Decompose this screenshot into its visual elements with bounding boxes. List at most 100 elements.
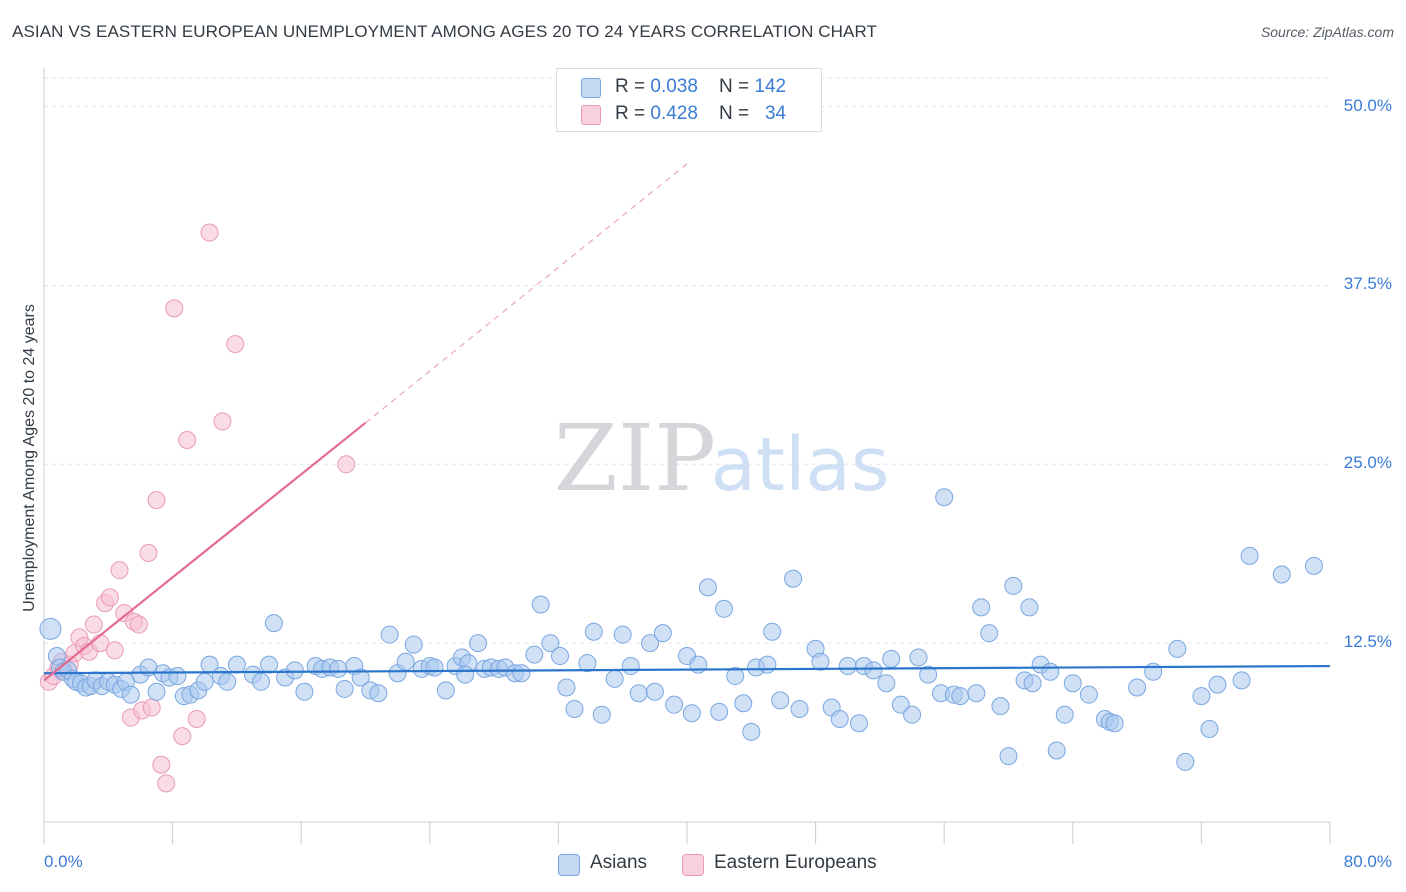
y-tick-label: 12.5% [1343, 632, 1392, 652]
asian-point [629, 684, 648, 703]
asian-point [329, 659, 348, 678]
asian-point [665, 695, 684, 714]
asian-point [1208, 675, 1227, 694]
asian-point [1055, 705, 1074, 724]
asian-point [734, 694, 753, 713]
asian-point [1232, 671, 1251, 690]
asian-point [1240, 546, 1259, 565]
eastern-points [39, 223, 356, 793]
asian-point [252, 672, 271, 691]
asian-point [698, 578, 717, 597]
asian-point [850, 714, 869, 733]
asian-point [1272, 565, 1291, 584]
asian-point [227, 655, 246, 674]
eastern-legend-label: Eastern Europeans [714, 852, 877, 873]
asian-point [436, 681, 455, 700]
asian-point [967, 684, 986, 703]
asian-point [592, 705, 611, 724]
trendlines [43, 163, 1331, 682]
asian-point [121, 685, 140, 704]
asian-point [838, 657, 857, 676]
asian-point [726, 667, 745, 686]
asian-point [790, 699, 809, 718]
asian-point [218, 672, 237, 691]
asian-point [351, 668, 370, 687]
asian-point [380, 625, 399, 644]
asian-point [999, 747, 1018, 766]
asian-point [641, 634, 660, 653]
legend-n-value: 34 [764, 103, 787, 124]
eastern-point [152, 755, 171, 774]
eastern-point [100, 588, 119, 607]
watermark: ZIP atlas [554, 405, 890, 512]
asian-point [39, 617, 62, 640]
asian-point [653, 624, 672, 643]
eastern-point [129, 615, 148, 634]
watermark-atlas: atlas [711, 422, 890, 508]
asian-point [1200, 720, 1219, 738]
asian-point [469, 634, 488, 653]
source-label: Source: ZipAtlas.com [1260, 24, 1394, 40]
legend-r-label: R = [615, 103, 651, 124]
eastern-point [173, 727, 192, 746]
asian-point [260, 655, 279, 674]
asian-point [763, 622, 782, 641]
asian-point [758, 655, 777, 674]
asian-point [811, 652, 830, 671]
gridlines [44, 77, 1330, 644]
eastern-point [226, 335, 245, 354]
eastern-swatch [581, 105, 601, 125]
eastern-point [157, 774, 176, 793]
legend-r-value: 0.428 [650, 103, 698, 124]
asian-point [951, 687, 970, 706]
asian-point [1079, 685, 1098, 704]
eastern-point [337, 455, 356, 474]
asian-point [613, 625, 632, 644]
asian-point [1304, 556, 1323, 575]
eastern-point [165, 299, 184, 318]
eastern-point [110, 561, 129, 580]
asian-point [864, 661, 883, 680]
asian-point [710, 702, 729, 721]
asian-point [903, 705, 922, 724]
eastern-point [105, 641, 124, 660]
eastern-point [187, 709, 206, 728]
legend-n-label: N = [719, 103, 755, 124]
asian-trendline [43, 664, 1331, 675]
asian-point [991, 697, 1010, 716]
asian-point [541, 634, 560, 653]
asian-point [551, 647, 570, 666]
axes [43, 68, 1331, 844]
asian-point [1192, 687, 1211, 706]
asian-points [39, 488, 1323, 771]
asian-point [1047, 741, 1066, 760]
asian-point [1041, 662, 1060, 681]
asian-point [784, 569, 803, 588]
asian-point [742, 722, 761, 741]
x-tick-label-min: 0.0% [44, 852, 83, 871]
asian-point [682, 704, 701, 723]
asian-point [621, 657, 640, 676]
eastern-point [147, 491, 166, 510]
asian-point [1144, 662, 1163, 681]
legend-n-value: 142 [754, 76, 787, 97]
eastern-trendline [43, 421, 367, 682]
watermark-zip: ZIP [554, 405, 716, 512]
y-axis-label: Unemployment Among Ages 20 to 24 years [21, 304, 38, 612]
chart-title: ASIAN VS EASTERN EUROPEAN UNEMPLOYMENT A… [12, 22, 878, 41]
legend-n-label: N = [719, 76, 755, 97]
asian-point [531, 595, 550, 614]
eastern-legend-swatch [682, 854, 704, 876]
asian-point [1020, 598, 1039, 617]
asian-point [891, 695, 910, 714]
asian-point [456, 665, 475, 684]
asian-point [295, 682, 314, 701]
eastern-point [200, 223, 219, 242]
asian-point [264, 614, 283, 633]
eastern-point [84, 615, 103, 634]
correlation-legend: R = 0.038 N = 142 R = 0.428 N = 34 [556, 68, 822, 132]
asian-point [525, 645, 544, 664]
asian-point [369, 684, 388, 703]
eastern-point [142, 698, 161, 717]
asian-point [980, 624, 999, 643]
